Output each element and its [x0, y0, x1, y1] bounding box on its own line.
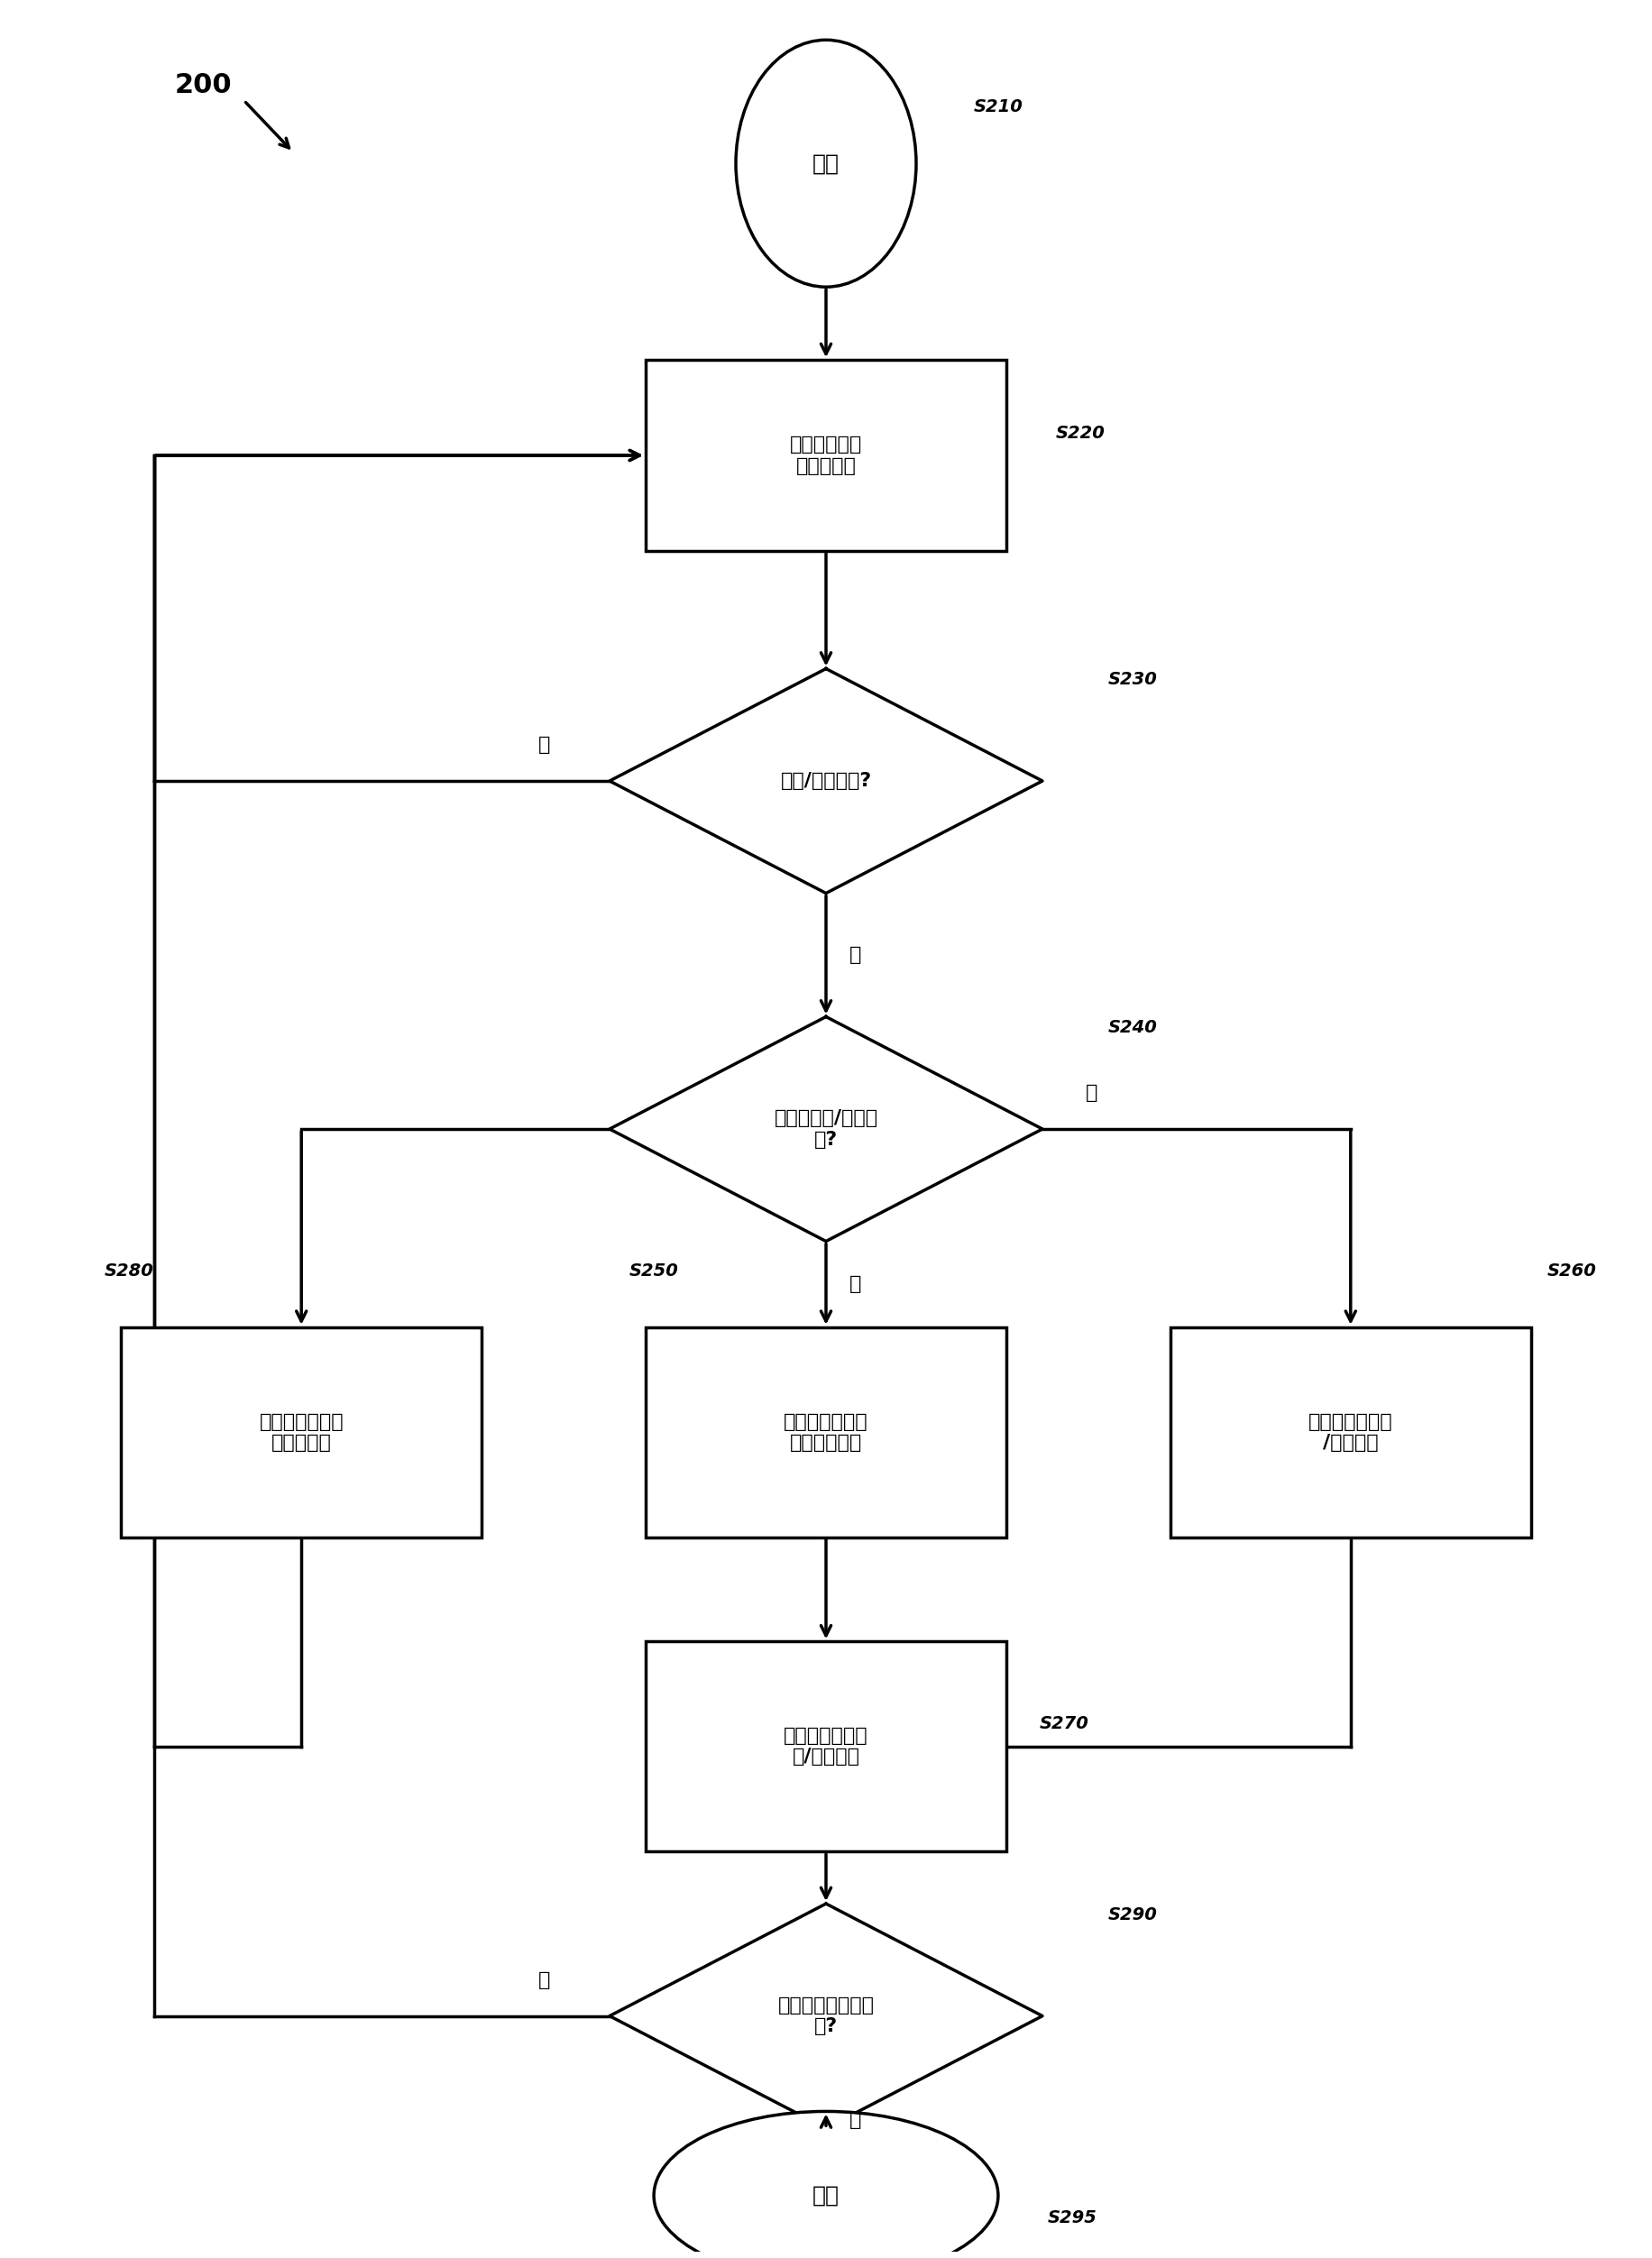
Text: S260: S260 [1548, 1262, 1597, 1280]
Text: S220: S220 [1056, 425, 1105, 443]
FancyBboxPatch shape [646, 359, 1006, 551]
Ellipse shape [654, 2111, 998, 2258]
Text: S295: S295 [1047, 2211, 1097, 2226]
Text: 否: 否 [1085, 1084, 1097, 1102]
Text: S280: S280 [104, 1262, 154, 1280]
Text: 200: 200 [175, 72, 231, 97]
Polygon shape [610, 668, 1042, 894]
Text: 获得代码段中
的一条指令: 获得代码段中 的一条指令 [790, 436, 862, 474]
FancyBboxPatch shape [646, 1328, 1006, 1538]
FancyBboxPatch shape [121, 1328, 482, 1538]
Text: 是: 是 [849, 946, 862, 964]
Text: 否: 否 [849, 2111, 862, 2129]
Text: 否: 否 [539, 736, 550, 754]
Text: S250: S250 [629, 1262, 679, 1280]
FancyBboxPatch shape [1170, 1328, 1531, 1538]
Text: 分配用于地址注
射的存储空间: 分配用于地址注 射的存储空间 [783, 1414, 869, 1452]
FancyBboxPatch shape [646, 1642, 1006, 1852]
Text: 是: 是 [849, 1276, 862, 1294]
Text: 按照常规方法翻
译该条指令: 按照常规方法翻 译该条指令 [259, 1414, 344, 1452]
Text: 翻译该第一条加
载/存储指令: 翻译该第一条加 载/存储指令 [783, 1727, 869, 1766]
Text: 可获得下一条指令
吗?: 可获得下一条指令 吗? [778, 1996, 874, 2034]
Text: 翻译当前的加载
/存储指令: 翻译当前的加载 /存储指令 [1308, 1414, 1393, 1452]
Text: 第一条加载/存储指
令?: 第一条加载/存储指 令? [775, 1109, 877, 1149]
Text: S290: S290 [1108, 1906, 1158, 1924]
Text: 开始: 开始 [813, 154, 839, 174]
Text: 加载/存储指令?: 加载/存储指令? [780, 772, 872, 790]
Text: 是: 是 [539, 1971, 550, 1989]
Text: 结束: 结束 [813, 2186, 839, 2206]
Text: S210: S210 [973, 99, 1023, 115]
Polygon shape [610, 1016, 1042, 1242]
Circle shape [735, 41, 917, 287]
Text: S240: S240 [1108, 1018, 1158, 1036]
Polygon shape [610, 1903, 1042, 2129]
Text: S230: S230 [1108, 671, 1158, 689]
Text: S270: S270 [1039, 1716, 1089, 1732]
